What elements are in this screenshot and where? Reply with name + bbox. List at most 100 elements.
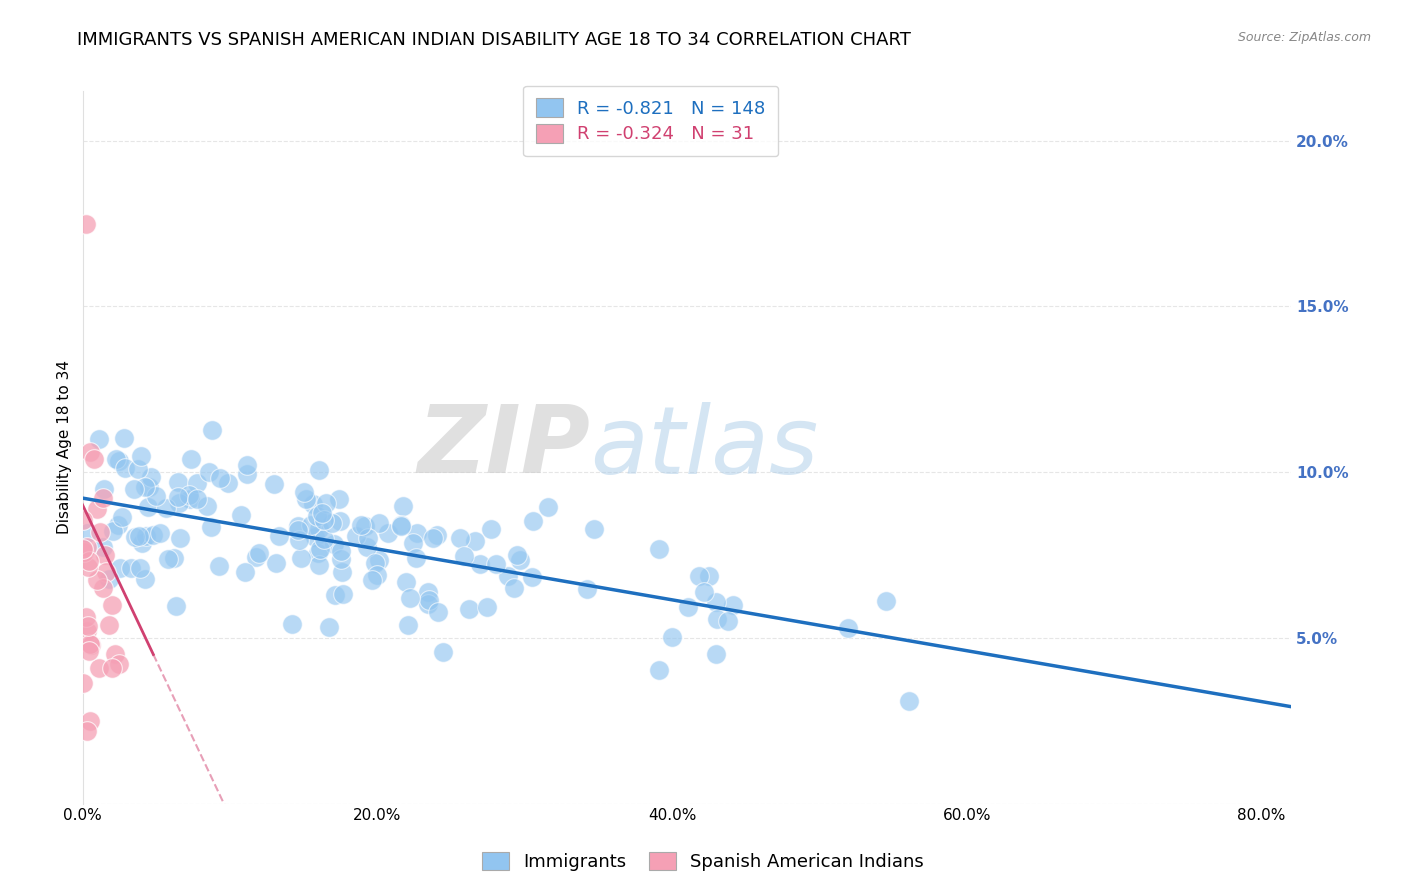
Point [267,529,290,543]
Point [357,532,380,546]
Point [136,500,159,515]
Point [114,461,136,475]
Point [236,458,259,472]
Point [520,569,543,583]
Point [453,549,475,563]
Point [145,489,167,503]
Point [332,586,354,600]
Point [287,518,309,533]
Point [110,561,132,575]
Point [391,518,413,533]
Point [322,537,344,551]
Point [294,492,316,507]
Point [101,598,124,612]
Point [72,676,94,690]
Point [201,423,224,437]
Point [208,558,231,573]
Point [108,657,131,672]
Point [522,514,544,528]
Point [73,545,96,559]
Point [583,522,606,536]
Point [80,638,103,652]
Point [676,600,699,615]
Point [395,575,418,590]
Point [236,467,259,482]
Point [79,636,101,650]
Point [356,540,378,554]
Point [299,518,322,533]
Point [167,475,190,489]
Point [898,694,921,708]
Point [457,602,479,616]
Point [87,661,110,675]
Point [76,540,98,554]
Point [72,541,94,556]
Point [464,533,486,548]
Point [328,491,350,506]
Point [198,465,221,479]
Point [135,528,157,542]
Point [308,558,330,572]
Point [98,572,121,586]
Point [264,556,287,570]
Point [304,530,326,544]
Point [128,528,150,542]
Point [398,591,420,605]
Point [195,500,218,514]
Point [706,595,728,609]
Point [139,470,162,484]
Point [77,559,100,574]
Point [308,463,330,477]
Y-axis label: Disability Age 18 to 34: Disability Age 18 to 34 [58,360,72,534]
Point [156,552,179,566]
Point [648,663,671,677]
Point [138,480,160,494]
Point [79,714,101,728]
Point [325,589,347,603]
Point [93,482,115,496]
Point [127,462,149,476]
Point [290,550,312,565]
Point [83,452,105,467]
Point [392,499,415,513]
Point [245,550,267,565]
Point [537,500,560,515]
Point [93,548,115,562]
Point [163,551,186,566]
Point [475,599,498,614]
Point [366,568,388,582]
Point [75,217,97,231]
Point [134,573,156,587]
Point [124,530,146,544]
Point [93,491,115,505]
Point [307,546,329,560]
Point [367,552,389,566]
Point [288,533,311,548]
Point [312,533,335,547]
Point [128,560,150,574]
Point [717,615,740,629]
Point [344,529,367,543]
Legend: Immigrants, Spanish American Indians: Immigrants, Spanish American Indians [475,845,931,879]
Text: atlas: atlas [591,401,818,493]
Point [165,599,187,613]
Point [112,431,135,445]
Point [321,516,343,530]
Point [98,617,121,632]
Point [308,522,330,536]
Point [449,531,471,545]
Point [72,513,94,527]
Point [706,647,728,661]
Point [422,531,444,545]
Point [402,536,425,550]
Point [131,449,153,463]
Point [468,557,491,571]
Point [169,532,191,546]
Point [177,488,200,502]
Point [318,620,340,634]
Point [149,526,172,541]
Point [502,581,524,595]
Point [360,574,382,588]
Point [389,519,412,533]
Point [180,451,202,466]
